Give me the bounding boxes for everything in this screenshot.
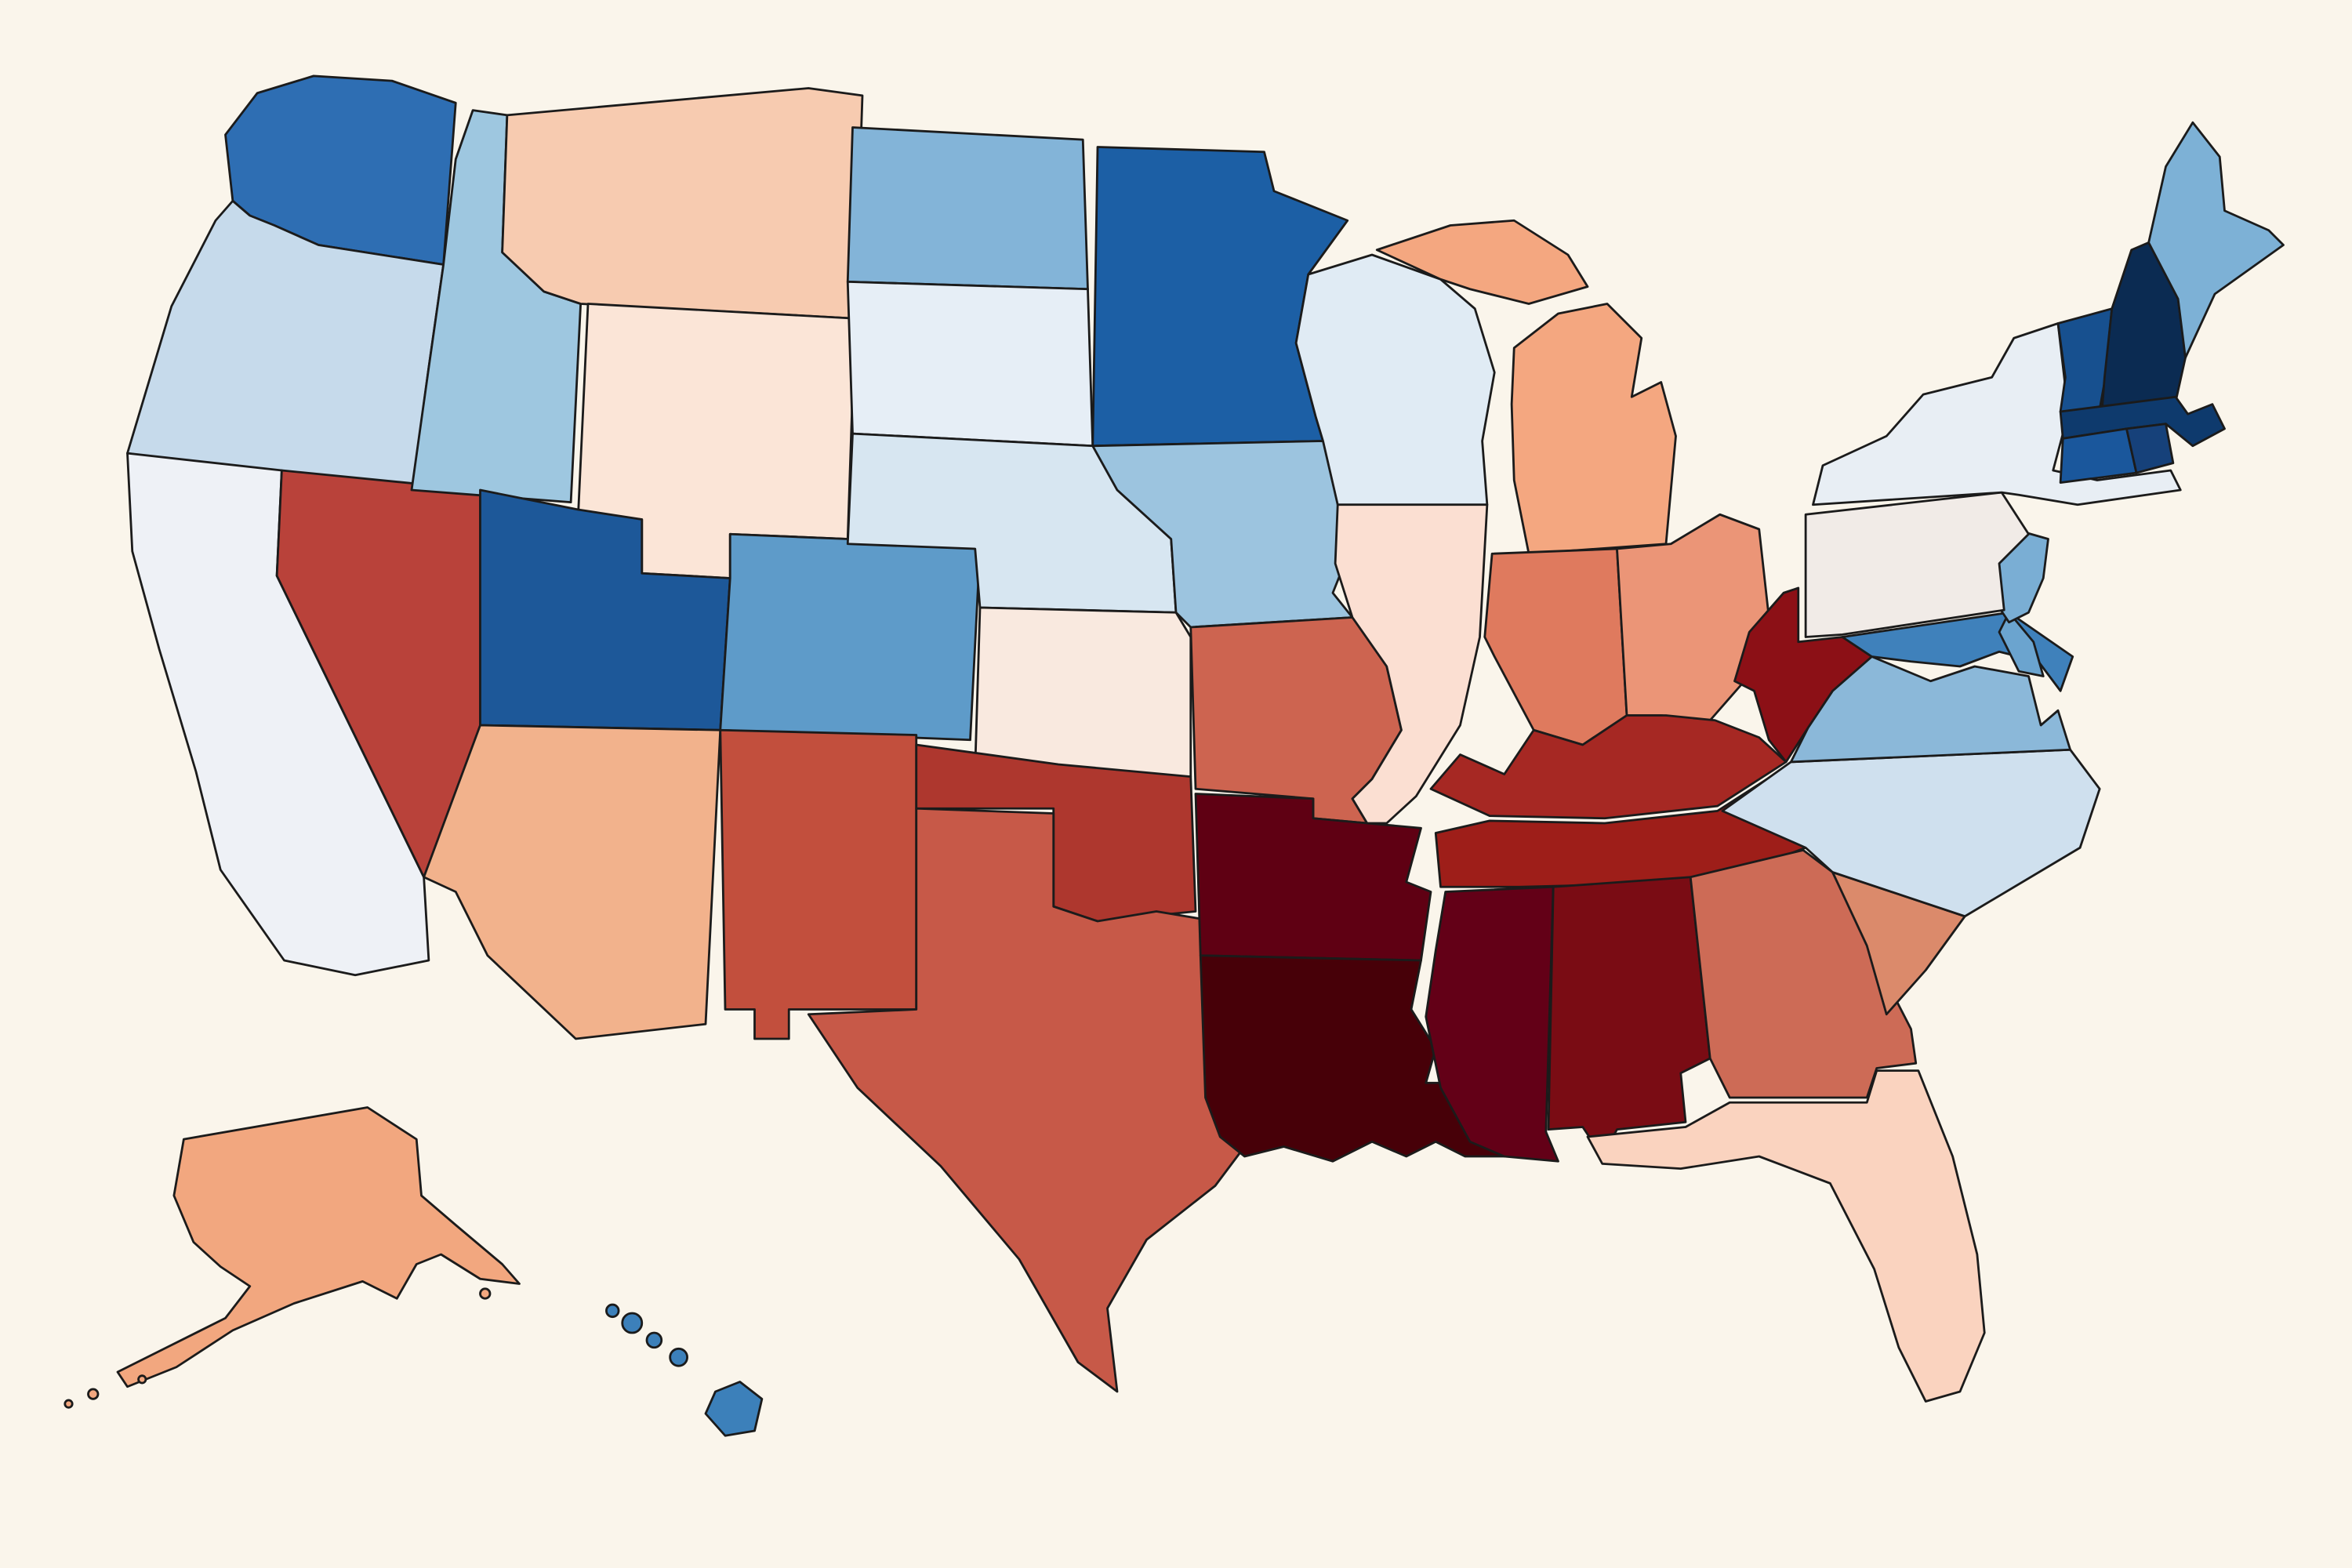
state-hawaii-island[interactable]: [621, 1312, 644, 1334]
state-hawaii-island[interactable]: [605, 1303, 620, 1319]
state-rhode-island[interactable]: [2125, 423, 2175, 474]
state-texas[interactable]: [807, 807, 1246, 1393]
state-hawaii-island[interactable]: [669, 1347, 688, 1367]
state-pennsylvania[interactable]: [1804, 491, 2030, 638]
state-delaware[interactable]: [1998, 611, 2045, 677]
state-alabama[interactable]: [1547, 876, 1711, 1158]
lower-48-states: [126, 74, 2285, 1403]
state-arkansas[interactable]: [1194, 793, 1432, 962]
state-kentucky[interactable]: [1429, 714, 1788, 820]
state-alaska-aleutian-island[interactable]: [137, 1374, 147, 1385]
state-alaska[interactable]: [116, 1106, 521, 1388]
state-arizona[interactable]: [423, 724, 722, 1040]
state-georgia[interactable]: [1689, 848, 1918, 1099]
state-florida[interactable]: [1586, 1069, 1986, 1403]
alaska-inset: [64, 1106, 521, 1409]
state-alaska-aleutian-island[interactable]: [87, 1388, 100, 1400]
state-new-mexico[interactable]: [719, 728, 918, 1040]
state-mississippi[interactable]: [1425, 885, 1559, 1163]
state-west-virginia[interactable]: [1733, 586, 1873, 764]
state-connecticut[interactable]: [2059, 427, 2138, 485]
state-kansas[interactable]: [974, 606, 1192, 779]
state-hawaii-big-island[interactable]: [704, 1381, 764, 1437]
state-maine[interactable]: [2147, 121, 2285, 359]
hawaii-inset: [605, 1303, 764, 1437]
state-illinois[interactable]: [1334, 503, 1489, 825]
state-south-dakota[interactable]: [846, 280, 1094, 448]
state-montana[interactable]: [501, 87, 864, 320]
state-indiana[interactable]: [1483, 547, 1628, 746]
state-hawaii-island[interactable]: [645, 1331, 663, 1349]
state-michigan[interactable]: [1375, 219, 1677, 555]
state-alaska-aleutian-island[interactable]: [64, 1399, 74, 1409]
state-colorado[interactable]: [719, 532, 982, 742]
state-north-dakota[interactable]: [846, 126, 1089, 291]
state-alaska-se-island[interactable]: [479, 1287, 492, 1300]
